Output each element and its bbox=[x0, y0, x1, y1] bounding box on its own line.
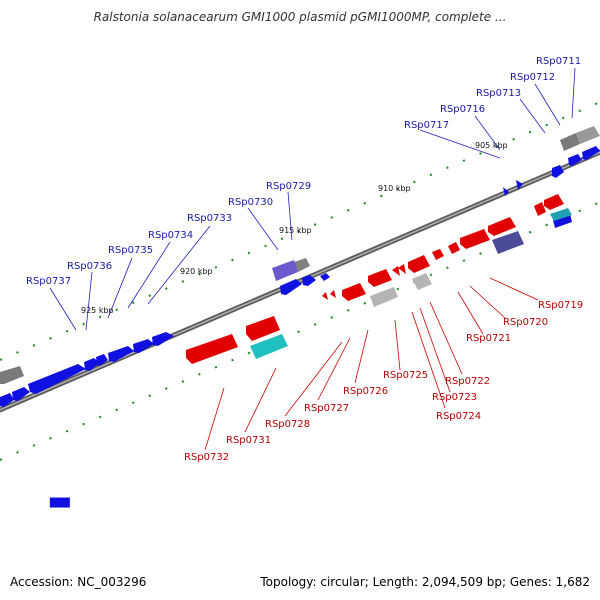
gene-other bbox=[576, 126, 600, 144]
gene-label: RSp0730 bbox=[228, 197, 273, 208]
gene-cyan bbox=[550, 208, 572, 221]
gene-other bbox=[370, 287, 398, 307]
gene-label: RSp0721 bbox=[466, 333, 511, 344]
reverse-genes bbox=[186, 194, 564, 364]
gene-label: RSp0724 bbox=[436, 411, 481, 422]
kbp-label: 910 kbp bbox=[378, 184, 411, 193]
gene-other bbox=[294, 258, 310, 272]
topology-text: Topology: circular; Length: 2,094,509 bp… bbox=[260, 575, 590, 589]
gene-reverse bbox=[322, 292, 328, 300]
gene-forward bbox=[96, 354, 108, 366]
gene-forward bbox=[108, 346, 134, 362]
gene-reverse bbox=[448, 242, 460, 254]
gene-forward bbox=[568, 154, 582, 166]
gene-reverse bbox=[488, 217, 516, 236]
accession-text: Accession: NC_003296 bbox=[10, 575, 147, 589]
gene-forward bbox=[0, 393, 14, 407]
gene-label: RSp0727 bbox=[304, 403, 349, 414]
special-genes bbox=[250, 208, 572, 359]
gene-reverse bbox=[408, 255, 430, 273]
gene-label: RSp0711 bbox=[536, 56, 581, 67]
gene-forward bbox=[320, 273, 330, 281]
gene-label: RSp0723 bbox=[432, 392, 477, 403]
gene-label: RSp0716 bbox=[440, 104, 485, 115]
other-genes bbox=[0, 126, 600, 384]
kbp-label: 925 kbp bbox=[81, 306, 114, 315]
gene-purple bbox=[492, 231, 524, 254]
gene-label: RSp0725 bbox=[383, 370, 428, 381]
scale-ring-outer bbox=[0, 101, 600, 361]
gene-other bbox=[560, 133, 580, 151]
gene-forward bbox=[503, 187, 509, 196]
gene-reverse bbox=[246, 316, 280, 341]
gene-forward bbox=[28, 364, 86, 394]
gene-forward bbox=[302, 275, 316, 286]
gene-other bbox=[412, 273, 432, 290]
map-title: Ralstonia solanacearum GMI1000 plasmid p… bbox=[93, 10, 507, 24]
kbp-label: 915 kbp bbox=[279, 226, 312, 235]
bottom-leader-lines bbox=[204, 277, 539, 451]
gene-reverse bbox=[534, 202, 546, 216]
gene-reverse bbox=[368, 269, 392, 287]
gene-cyan bbox=[250, 334, 288, 359]
gene-label: RSp0720 bbox=[503, 317, 548, 328]
kbp-label: 920 kbp bbox=[180, 267, 213, 276]
gene-label: RSp0737 bbox=[26, 276, 71, 287]
gene-forward bbox=[49, 497, 70, 508]
gene-forward bbox=[12, 387, 30, 401]
gene-label: RSp0731 bbox=[226, 435, 271, 446]
gene-reverse bbox=[460, 229, 490, 249]
kbp-label: 905 kbp bbox=[475, 141, 508, 150]
gene-label: RSp0717 bbox=[404, 120, 449, 131]
gene-other bbox=[0, 366, 24, 384]
genome-backbone bbox=[0, 149, 600, 413]
gene-label: RSp0728 bbox=[265, 419, 310, 430]
gene-forward bbox=[553, 214, 572, 228]
top-leader-lines bbox=[49, 67, 576, 331]
gene-label: RSp0726 bbox=[343, 386, 388, 397]
gene-forward bbox=[133, 339, 154, 353]
forward-genes bbox=[49, 497, 70, 508]
gene-reverse bbox=[330, 290, 336, 298]
gene-reverse bbox=[398, 264, 406, 274]
gene-purple bbox=[272, 260, 298, 281]
gene-label: RSp0734 bbox=[148, 230, 193, 241]
gene-label: RSp0719 bbox=[538, 300, 583, 311]
gene-label: RSp0732 bbox=[184, 452, 229, 463]
gene-label: RSp0735 bbox=[108, 245, 153, 256]
scale-ring-inner bbox=[0, 201, 600, 461]
gene-reverse bbox=[186, 334, 238, 364]
gene-forward bbox=[552, 165, 564, 178]
forward-gene-track bbox=[0, 146, 600, 407]
gene-forward bbox=[516, 180, 523, 190]
gene-label: RSp0736 bbox=[67, 261, 112, 272]
gene-reverse bbox=[392, 266, 400, 276]
gene-forward bbox=[280, 279, 302, 295]
gene-forward bbox=[582, 146, 600, 160]
gene-label: RSp0722 bbox=[445, 376, 490, 387]
gene-reverse bbox=[342, 283, 366, 301]
gene-label: RSp0729 bbox=[266, 181, 311, 192]
gene-label: RSp0712 bbox=[510, 72, 555, 83]
gene-forward bbox=[152, 332, 174, 346]
gene-reverse bbox=[432, 249, 444, 260]
gene-label: RSp0733 bbox=[187, 213, 232, 224]
gene-forward bbox=[84, 358, 100, 371]
gene-reverse bbox=[544, 194, 564, 210]
gene-label: RSp0713 bbox=[476, 88, 521, 99]
